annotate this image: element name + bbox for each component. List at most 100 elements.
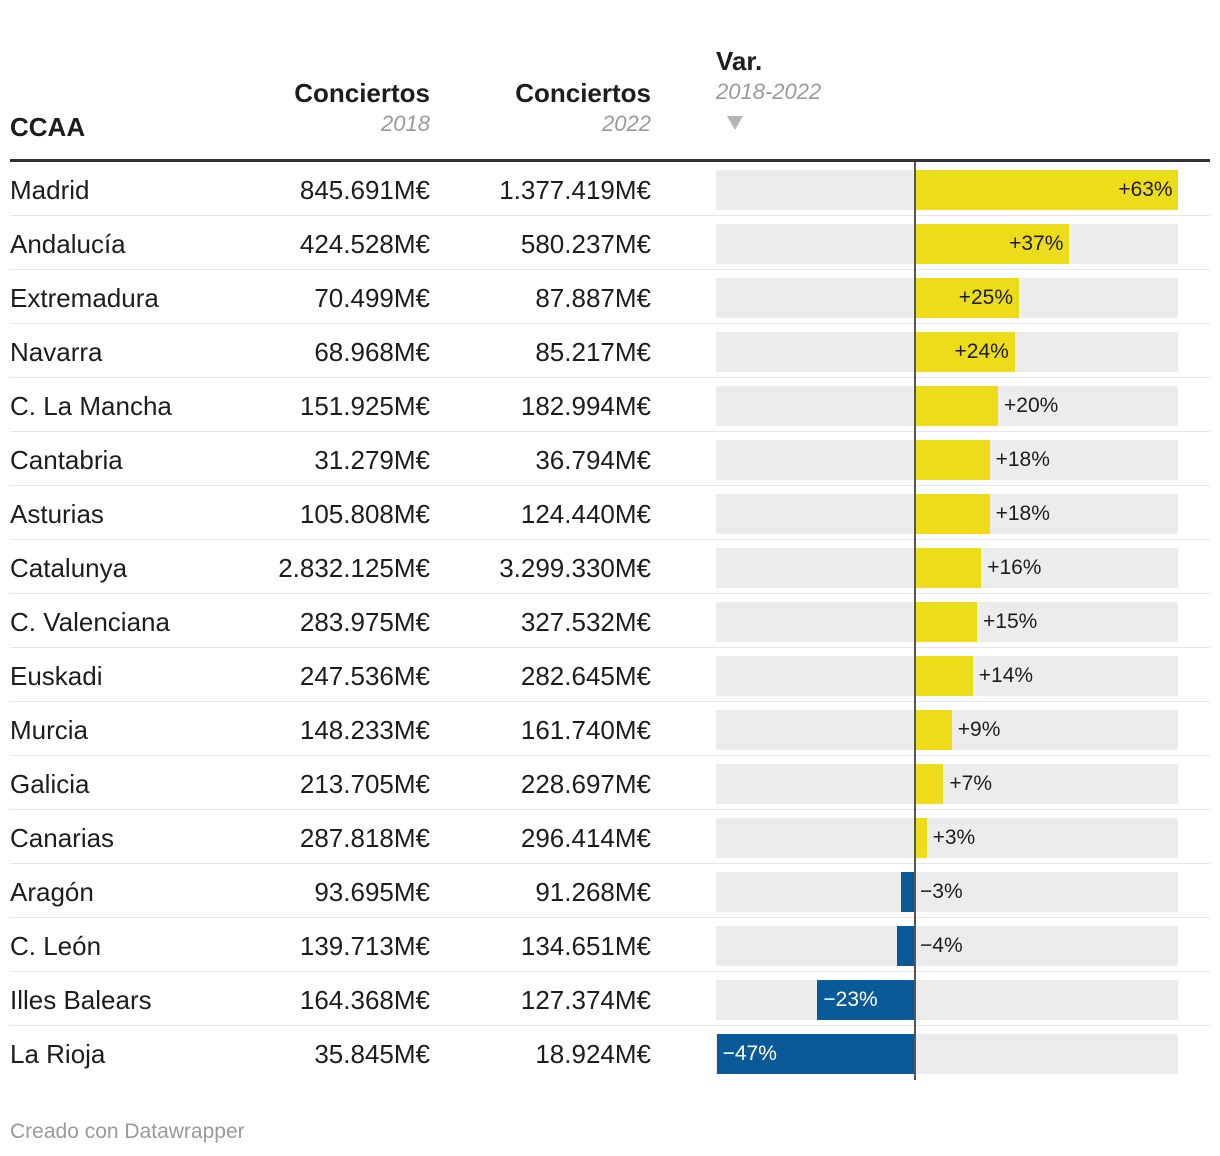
variation-label: −4% (920, 934, 963, 957)
value-2022: 124.440M€ (520, 499, 651, 529)
header-2022-title: Conciertos (515, 78, 651, 108)
region-name: C. La Mancha (10, 391, 172, 421)
header-var-title: Var. (716, 46, 763, 76)
variation-label: +18% (995, 502, 1050, 525)
variation-label: +14% (978, 664, 1034, 687)
value-2022: 228.697M€ (520, 769, 651, 799)
variation-bar (914, 170, 1178, 210)
header-var[interactable]: Var. 2018-2022 (716, 46, 821, 105)
variation-bar (914, 278, 1019, 318)
variation-label: +3% (932, 826, 976, 849)
bar-background (716, 926, 1178, 966)
variation-label: +37% (1009, 232, 1064, 255)
variation-label: +15% (983, 610, 1038, 633)
region-name: Aragón (10, 877, 94, 907)
value-2018: 105.808M€ (299, 499, 430, 529)
table-row: Asturias 105.808M€ 124.440M€ +18% (0, 486, 1220, 540)
value-2022: 85.217M€ (535, 337, 651, 367)
value-2022: 296.414M€ (520, 823, 651, 853)
variation-bar (914, 602, 977, 642)
region-name: Galicia (10, 769, 90, 799)
value-2018: 2.832.125M€ (278, 553, 430, 583)
value-2022: 87.887M€ (535, 283, 651, 313)
variation-bar (914, 494, 990, 534)
region-name: Navarra (10, 337, 103, 367)
header-2018[interactable]: Conciertos 2018 (294, 78, 430, 137)
row-divider (10, 539, 1210, 540)
variation-bar (901, 872, 914, 912)
value-2018: 424.528M€ (299, 229, 430, 259)
value-2018: 164.368M€ (299, 985, 430, 1015)
bar-background (716, 980, 1178, 1020)
value-2022: 127.374M€ (520, 985, 651, 1015)
header-var-sub: 2018-2022 (716, 79, 822, 104)
variation-bar (914, 764, 944, 804)
region-name: Catalunya (10, 553, 128, 583)
row-divider (10, 971, 1210, 972)
variation-bar (914, 818, 927, 858)
table-row: Extremadura 70.499M€ 87.887M€ +25% (0, 270, 1220, 324)
value-2022: 36.794M€ (535, 445, 651, 475)
table-row: Illes Balears 164.368M€ 127.374M€ −23% (0, 972, 1220, 1026)
table-row: C. La Mancha 151.925M€ 182.994M€ +20% (0, 378, 1220, 432)
table-row: Murcia 148.233M€ 161.740M€ +9% (0, 702, 1220, 756)
region-name: Canarias (10, 823, 115, 853)
header-region[interactable]: CCAA (10, 112, 85, 143)
region-name: Extremadura (10, 283, 159, 313)
variation-label: +24% (954, 340, 1009, 363)
row-divider (10, 809, 1210, 810)
variation-label: +25% (958, 286, 1013, 309)
value-2022: 161.740M€ (520, 715, 651, 745)
value-2018: 93.695M€ (314, 877, 430, 907)
variation-label: +18% (995, 448, 1050, 471)
row-divider (10, 1025, 1210, 1026)
value-2022: 580.237M€ (520, 229, 651, 259)
variation-bar (817, 980, 914, 1020)
value-2018: 845.691M€ (299, 175, 430, 205)
table-row: Navarra 68.968M€ 85.217M€ +24% (0, 324, 1220, 378)
value-2022: 182.994M€ (520, 391, 651, 421)
region-name: Andalucía (10, 229, 126, 259)
value-2018: 70.499M€ (314, 283, 430, 313)
variation-bar (914, 224, 1070, 264)
row-divider (10, 485, 1210, 486)
variation-label: −23% (823, 988, 878, 1011)
variation-bar (914, 656, 973, 696)
value-2018: 213.705M€ (299, 769, 430, 799)
variation-label: −3% (920, 880, 963, 903)
value-2018: 287.818M€ (299, 823, 430, 853)
variation-label: +7% (949, 772, 993, 795)
value-2022: 18.924M€ (535, 1039, 651, 1069)
bar-background (716, 818, 1178, 858)
region-name: Illes Balears (10, 985, 152, 1015)
variation-label: +20% (1004, 394, 1059, 417)
row-divider (10, 269, 1210, 270)
bar-background (716, 872, 1178, 912)
header-2022[interactable]: Conciertos 2022 (515, 78, 651, 137)
region-name: C. León (10, 931, 102, 961)
table-row: C. León 139.713M€ 134.651M€ −4% (0, 918, 1220, 972)
header-2018-title: Conciertos (294, 78, 430, 108)
value-2022: 3.299.330M€ (499, 553, 651, 583)
variation-bar (914, 440, 990, 480)
footer-credit[interactable]: Creado con Datawrapper (10, 1120, 245, 1143)
table-row: Andalucía 424.528M€ 580.237M€ +37% (0, 216, 1220, 270)
value-2022: 91.268M€ (535, 877, 651, 907)
region-name: Madrid (10, 175, 90, 205)
value-2022: 327.532M€ (520, 607, 651, 637)
header-region-title: CCAA (10, 112, 86, 142)
row-divider (10, 647, 1210, 648)
table-row: C. Valenciana 283.975M€ 327.532M€ +15% (0, 594, 1220, 648)
value-2018: 247.536M€ (299, 661, 430, 691)
variation-bar (914, 710, 952, 750)
value-2018: 283.975M€ (299, 607, 430, 637)
value-2018: 68.968M€ (314, 337, 430, 367)
table-row: Aragón 93.695M€ 91.268M€ −3% (0, 864, 1220, 918)
region-name: Cantabria (10, 445, 123, 475)
header-rule (10, 159, 1210, 162)
variation-label: +9% (957, 718, 1001, 741)
sort-descending-icon[interactable] (727, 116, 743, 130)
region-name: C. Valenciana (10, 607, 170, 637)
variation-label: +16% (987, 556, 1042, 579)
table-row: Euskadi 247.536M€ 282.645M€ +14% (0, 648, 1220, 702)
